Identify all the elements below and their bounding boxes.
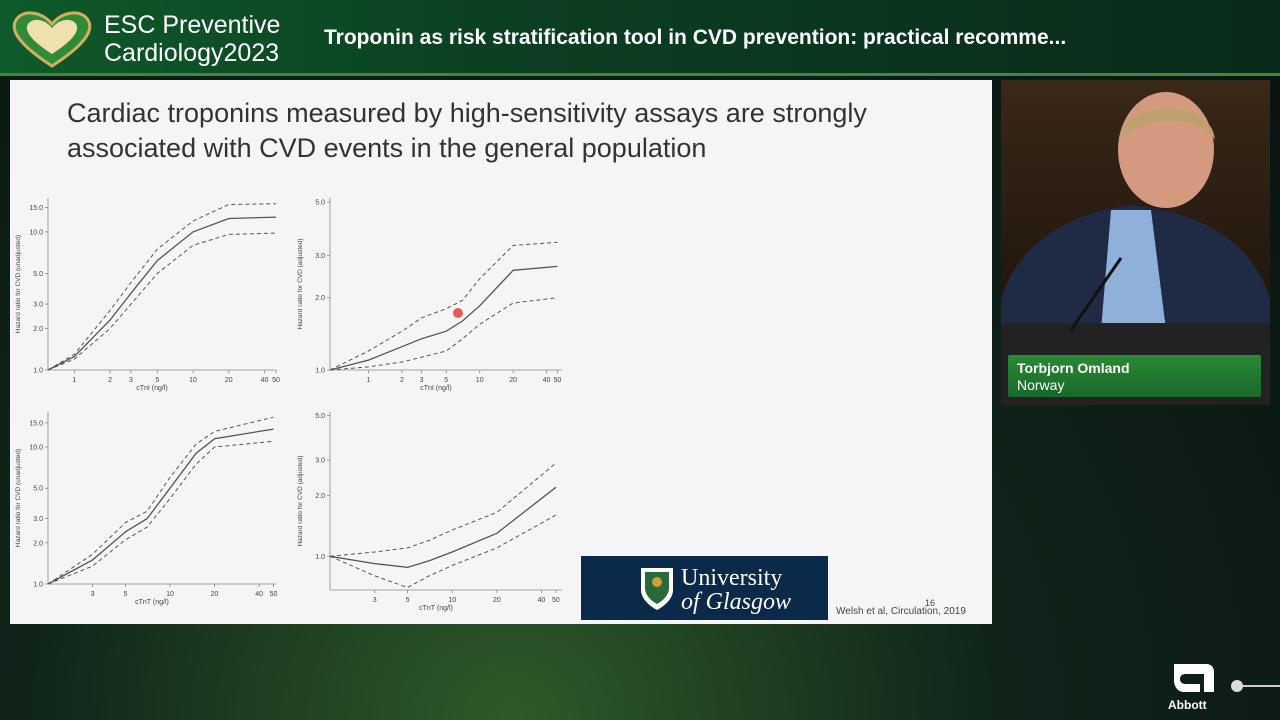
- x-tick-label: 10: [476, 377, 484, 384]
- citation: Welsh et al, Circulation, 2019: [836, 606, 966, 617]
- y-tick-label: 1.0: [33, 582, 43, 589]
- x-tick-label: 2: [400, 377, 404, 384]
- x-tick-label: 3: [373, 597, 377, 604]
- x-tick-label: 5: [406, 597, 410, 604]
- y-tick-label: 3.0: [315, 253, 325, 260]
- brand-year: 2023: [223, 39, 280, 67]
- x-tick-label: 40: [543, 377, 551, 384]
- y-axis-label: Hazard ratio for CVD (unadjusted): [15, 235, 22, 333]
- x-tick-label: 20: [493, 597, 501, 604]
- dashed-line: [329, 514, 557, 589]
- x-tick-label: 50: [554, 377, 562, 384]
- y-axis-label: Hazard ratio for CVD (unadjusted): [15, 449, 22, 547]
- x-axis-label: cTnT (ng/l): [135, 599, 169, 606]
- sponsor-name: Abbott: [1168, 698, 1207, 712]
- y-tick-label: 3.0: [315, 458, 325, 465]
- logo-line1: University: [681, 565, 783, 591]
- dashed-line: [329, 462, 557, 557]
- x-tick-label: 1: [367, 377, 371, 384]
- y-axis-label: Hazard ratio for CVD (adjusted): [297, 238, 304, 329]
- logo-line2: of Glasgow: [681, 589, 792, 615]
- solid-line: [329, 265, 558, 371]
- speaker-country: Norway: [1017, 377, 1065, 393]
- x-tick-label: 50: [270, 591, 278, 598]
- solid-line: [47, 216, 277, 371]
- dashed-line: [47, 416, 274, 585]
- header-bar: ESC Preventive Cardiology2023 Troponin a…: [0, 0, 1280, 76]
- y-tick-label: 15.0: [29, 205, 43, 212]
- university-logo: University of Glasgow: [581, 556, 828, 620]
- y-tick-label: 5.0: [315, 413, 325, 420]
- y-tick-label: 1.0: [315, 554, 325, 561]
- x-tick-label: 2: [108, 377, 112, 384]
- x-tick-label: 5: [123, 591, 127, 598]
- x-tick-label: 3: [129, 377, 133, 384]
- x-tick-label: 3: [420, 377, 424, 384]
- x-tick-label: 40: [255, 591, 263, 598]
- brand-word: Cardiology: [104, 39, 224, 67]
- x-axis-label: cTnT (ng/l): [419, 605, 453, 612]
- x-tick-label: 5: [444, 377, 448, 384]
- y-axis-label: Hazard ratio for CVD (adjusted): [297, 455, 304, 546]
- session-title: Troponin as risk stratification tool in …: [324, 26, 1067, 49]
- x-tick-label: 20: [509, 377, 517, 384]
- y-tick-label: 2.0: [33, 326, 43, 333]
- dashed-line: [47, 203, 277, 371]
- x-axis-label: cTnI (ng/l): [420, 385, 452, 392]
- y-tick-label: 5.0: [33, 486, 43, 493]
- x-tick-label: 40: [261, 377, 269, 384]
- slider-knob[interactable]: [1231, 680, 1243, 692]
- y-tick-label: 2.0: [315, 295, 325, 302]
- y-tick-label: 15.0: [29, 420, 43, 427]
- y-tick-label: 10.0: [29, 229, 43, 236]
- x-tick-label: 1: [72, 377, 76, 384]
- y-tick-label: 2.0: [315, 493, 325, 500]
- heart-logo: [12, 11, 92, 68]
- x-axis-label: cTnI (ng/l): [136, 385, 168, 392]
- x-tick-label: 40: [538, 597, 546, 604]
- x-tick-label: 20: [225, 377, 233, 384]
- x-tick-label: 10: [189, 377, 197, 384]
- page-number: 16: [925, 598, 936, 608]
- y-tick-label: 1.0: [315, 368, 325, 375]
- y-tick-label: 5.0: [33, 271, 43, 278]
- x-tick-label: 20: [211, 591, 219, 598]
- x-tick-label: 10: [448, 597, 456, 604]
- y-tick-label: 2.0: [33, 540, 43, 547]
- x-tick-label: 50: [272, 377, 280, 384]
- dashed-line: [47, 232, 277, 371]
- nameplate: Torbjorn Omland Norway: [1008, 355, 1261, 397]
- brand-line2: Cardiology2023: [104, 40, 279, 66]
- brand-line1: ESC Preventive: [104, 11, 281, 39]
- y-tick-label: 5.0: [315, 200, 325, 207]
- y-tick-label: 10.0: [29, 444, 43, 451]
- x-tick-label: 50: [552, 597, 560, 604]
- y-tick-label: 3.0: [33, 302, 43, 309]
- slide-title: Cardiac troponins measured by high-sensi…: [67, 98, 867, 163]
- crest: [641, 568, 673, 610]
- dashed-line: [329, 241, 558, 371]
- dashed-line: [47, 440, 274, 585]
- solid-line: [47, 428, 274, 585]
- speaker-name: Torbjorn Omland: [1017, 360, 1130, 376]
- solid-line: [329, 486, 557, 569]
- laser-pointer: [453, 308, 463, 318]
- x-tick-label: 10: [166, 591, 174, 598]
- slider[interactable]: [1228, 674, 1280, 698]
- y-tick-label: 3.0: [33, 516, 43, 523]
- y-tick-label: 1.0: [33, 368, 43, 375]
- x-tick-label: 3: [91, 591, 95, 598]
- slide: Cardiac troponins measured by high-sensi…: [10, 80, 992, 624]
- sponsor-logo: [1174, 664, 1214, 692]
- dashed-line: [329, 297, 558, 371]
- x-tick-label: 5: [155, 377, 159, 384]
